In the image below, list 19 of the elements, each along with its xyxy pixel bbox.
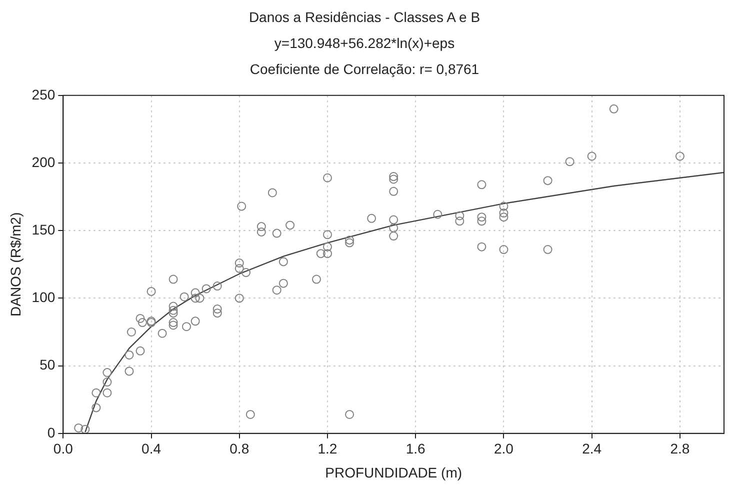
y-tick-label: 0 xyxy=(47,424,56,440)
x-tick-label: 0.4 xyxy=(142,440,162,457)
chart-title: Danos a Residências - Classes A e B xyxy=(248,8,482,27)
y-axis-title: DANOS (R$/m2) xyxy=(7,212,24,317)
y-tick-label: 150 xyxy=(32,221,56,238)
x-tick-label: 0.0 xyxy=(53,440,74,457)
x-tick-label: 2.0 xyxy=(494,440,514,457)
x-tick-label: 0.8 xyxy=(230,440,250,457)
x-tick-label: 1.2 xyxy=(318,440,338,457)
y-tick-label: 250 xyxy=(32,86,56,102)
text: Coeficiente de Correlação: r= 0,8761 xyxy=(248,60,480,79)
chart-subtitle: y=130.948+56.282*ln(x)+eps xyxy=(273,34,456,53)
x-tick-label: 1.6 xyxy=(406,440,426,457)
y-tick-label: 100 xyxy=(32,289,56,306)
y-tick-label: 50 xyxy=(40,356,56,373)
y-tick-label: 200 xyxy=(32,154,56,170)
x-tick-label: 2.8 xyxy=(670,440,690,457)
x-tick-label: 2.4 xyxy=(582,440,602,457)
x-axis-title: PROFUNDIDADE (m) xyxy=(325,464,462,480)
